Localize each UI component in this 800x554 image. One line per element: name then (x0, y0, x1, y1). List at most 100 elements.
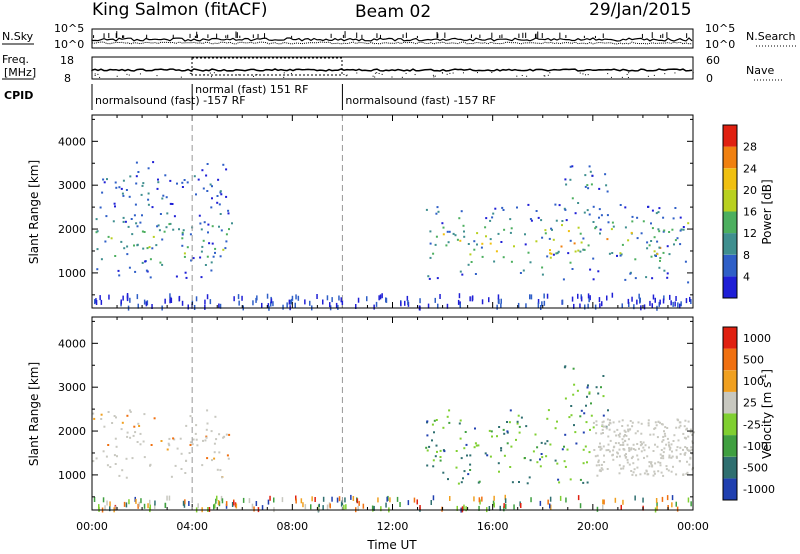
velocity-cell (377, 497, 379, 503)
velocity-cell (126, 431, 129, 434)
velocity-cell (114, 463, 117, 465)
power-cell (157, 224, 160, 227)
velocity-cell (213, 457, 216, 460)
nave-dot (213, 72, 215, 74)
power-cell (446, 230, 449, 233)
power-cell (437, 303, 439, 309)
velocity-cell (586, 481, 589, 484)
velocity-cell (663, 432, 666, 435)
velocity-cell (607, 449, 610, 451)
velocity-cell (556, 420, 558, 423)
velocity-cell (622, 499, 624, 505)
power-cell (122, 220, 125, 223)
velocity-cell (662, 451, 665, 454)
power-cell (162, 194, 165, 197)
power-cell (181, 237, 184, 240)
velocity-cell (107, 444, 110, 446)
velocity-cell (396, 496, 399, 502)
power-cell (224, 247, 227, 250)
cpid-label: CPID (4, 89, 33, 102)
power-cell (459, 303, 461, 309)
power-cell (170, 298, 173, 303)
velocity-cell (221, 498, 224, 504)
velocity-cell (138, 425, 141, 427)
power-cell (290, 298, 293, 304)
power-cell (157, 178, 159, 181)
power-cell (322, 299, 324, 305)
nave-dot (376, 72, 378, 74)
velocity-cell (226, 454, 229, 457)
freq-label-line1: Freq. (2, 53, 29, 66)
power-cell (209, 183, 212, 186)
velocity-cell (588, 451, 591, 454)
power-ylabel: Slant Range [km] (27, 160, 41, 264)
velocity-cell (595, 420, 598, 423)
velocity-cell (125, 502, 128, 508)
velocity-cell (509, 466, 512, 468)
power-cell (156, 187, 159, 190)
velocity-cell (685, 472, 688, 475)
velocity-cell (684, 419, 687, 422)
power-cell (679, 303, 681, 309)
velocity-cell (688, 463, 691, 466)
power-cell (385, 297, 388, 303)
velocity-cell (617, 442, 620, 445)
power-cell (291, 295, 294, 301)
power-cell (594, 227, 597, 230)
velocity-cell (572, 393, 575, 396)
velocity-cell (385, 502, 387, 508)
power-cell (577, 293, 579, 299)
velocity-cell (456, 505, 458, 511)
power-cell (125, 189, 128, 191)
power-cell (164, 174, 167, 177)
power-cell (573, 242, 576, 245)
y-tick-label: 3000 (58, 381, 86, 394)
velocity-cell (660, 471, 663, 474)
power-cell (165, 196, 168, 199)
nsky-label: N.Sky (2, 30, 34, 43)
power-cell (366, 296, 368, 302)
velocity-cell (607, 443, 610, 446)
velocity-cell (602, 425, 605, 428)
power-cell (650, 222, 652, 225)
power-cell (165, 226, 168, 229)
velocity-cell (139, 432, 142, 435)
power-cell (662, 230, 665, 233)
power-cell (557, 250, 560, 253)
power-cell (484, 226, 487, 229)
power-cell (120, 187, 123, 190)
velocity-cell (629, 420, 632, 422)
colorbar-swatch (723, 189, 737, 212)
nave-dot (544, 75, 546, 77)
velocity-cell (625, 453, 627, 456)
power-cell (114, 255, 117, 257)
nave-dot (191, 72, 193, 74)
power-cell (95, 231, 98, 234)
velocity-cell (460, 457, 463, 460)
velocity-cell (218, 451, 221, 454)
velocity-cell (689, 428, 692, 431)
power-cell (458, 217, 461, 220)
velocity-cell (344, 497, 346, 503)
velocity-cell (235, 503, 238, 509)
velocity-cell (455, 466, 458, 469)
velocity-cell (690, 501, 692, 507)
velocity-cell (628, 447, 631, 450)
velocity-cell (183, 502, 186, 508)
velocity-cell (676, 418, 679, 421)
velocity-cell (143, 413, 146, 416)
power-cell (225, 233, 228, 236)
colorbar-tick-label: -100 (743, 440, 768, 453)
power-cell (178, 295, 181, 301)
velocity-cell (686, 449, 689, 452)
velocity-cell (675, 426, 678, 429)
power-cell (192, 257, 195, 260)
freq-panel-frame (91, 56, 694, 80)
nave-dot (414, 74, 416, 76)
power-cell (135, 182, 138, 185)
velocity-cell (660, 457, 663, 460)
colorbar-swatch (723, 478, 737, 500)
nave-dot (526, 75, 528, 77)
power-cell (658, 301, 660, 307)
velocity-cell (211, 459, 213, 462)
